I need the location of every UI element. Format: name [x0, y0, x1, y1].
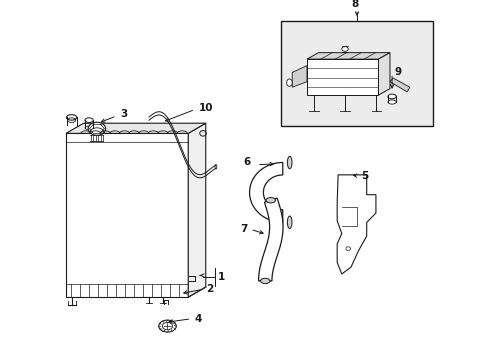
Text: 10: 10 — [198, 103, 212, 113]
Ellipse shape — [286, 79, 292, 86]
Polygon shape — [188, 123, 205, 297]
Ellipse shape — [287, 216, 291, 229]
Ellipse shape — [345, 247, 350, 251]
Text: 8: 8 — [351, 0, 358, 9]
Ellipse shape — [387, 100, 395, 104]
Ellipse shape — [341, 47, 347, 51]
Ellipse shape — [265, 198, 275, 203]
Ellipse shape — [215, 165, 216, 169]
Text: 7: 7 — [240, 224, 247, 234]
Text: 1: 1 — [218, 272, 225, 282]
Ellipse shape — [387, 94, 395, 99]
Polygon shape — [66, 123, 205, 133]
Ellipse shape — [88, 122, 105, 135]
Polygon shape — [306, 59, 378, 95]
Polygon shape — [66, 133, 188, 297]
Polygon shape — [258, 198, 283, 281]
Ellipse shape — [162, 323, 172, 330]
Text: 6: 6 — [243, 157, 250, 167]
Ellipse shape — [159, 320, 176, 332]
Text: 9: 9 — [394, 67, 401, 77]
Text: 3: 3 — [120, 109, 127, 119]
Text: 2: 2 — [206, 284, 213, 294]
Polygon shape — [389, 78, 409, 92]
Bar — [281, 21, 432, 126]
Polygon shape — [378, 53, 389, 95]
Polygon shape — [306, 53, 389, 59]
Polygon shape — [337, 175, 375, 274]
Ellipse shape — [90, 128, 103, 135]
Polygon shape — [249, 162, 282, 222]
Polygon shape — [292, 66, 306, 87]
Text: 4: 4 — [194, 314, 201, 324]
Text: 5: 5 — [361, 171, 367, 181]
Ellipse shape — [287, 156, 291, 169]
Ellipse shape — [260, 278, 269, 284]
